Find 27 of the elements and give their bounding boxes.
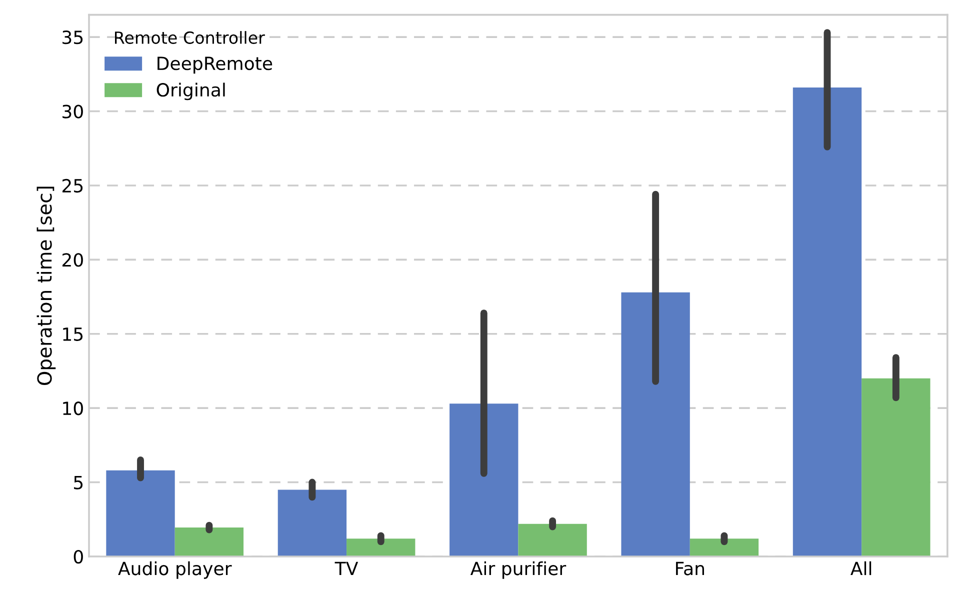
legend-label: DeepRemote <box>158 56 272 74</box>
y-tick-label: 30 <box>62 104 83 118</box>
y-axis-title: Operation time [sec] <box>36 186 56 386</box>
bar <box>862 378 930 556</box>
bar <box>792 88 862 556</box>
bar <box>450 404 518 556</box>
x-tick-label: TV <box>334 562 358 576</box>
bar <box>518 524 587 556</box>
bar <box>278 490 347 556</box>
y-tick-label: 25 <box>62 178 83 193</box>
y-tick-label: 15 <box>63 328 83 341</box>
y-tick-label: 5 <box>74 476 83 490</box>
bar <box>106 470 175 556</box>
x-tick-label: Fan <box>676 562 704 576</box>
x-tick-label: Air purifier <box>470 561 566 579</box>
x-tick-label: Audio player <box>118 561 232 579</box>
bar <box>621 292 690 556</box>
legend-title: Remote Controller <box>115 31 265 44</box>
bar <box>174 528 244 556</box>
x-tick-label: All <box>850 561 872 576</box>
bar <box>346 538 416 556</box>
bar <box>690 538 759 556</box>
y-tick-label: 35 <box>62 30 83 44</box>
y-tick-label: 10 <box>63 402 83 416</box>
legend-label: Original <box>156 82 225 100</box>
y-tick-label: 0 <box>74 550 83 564</box>
y-tick-label: 20 <box>62 253 83 267</box>
